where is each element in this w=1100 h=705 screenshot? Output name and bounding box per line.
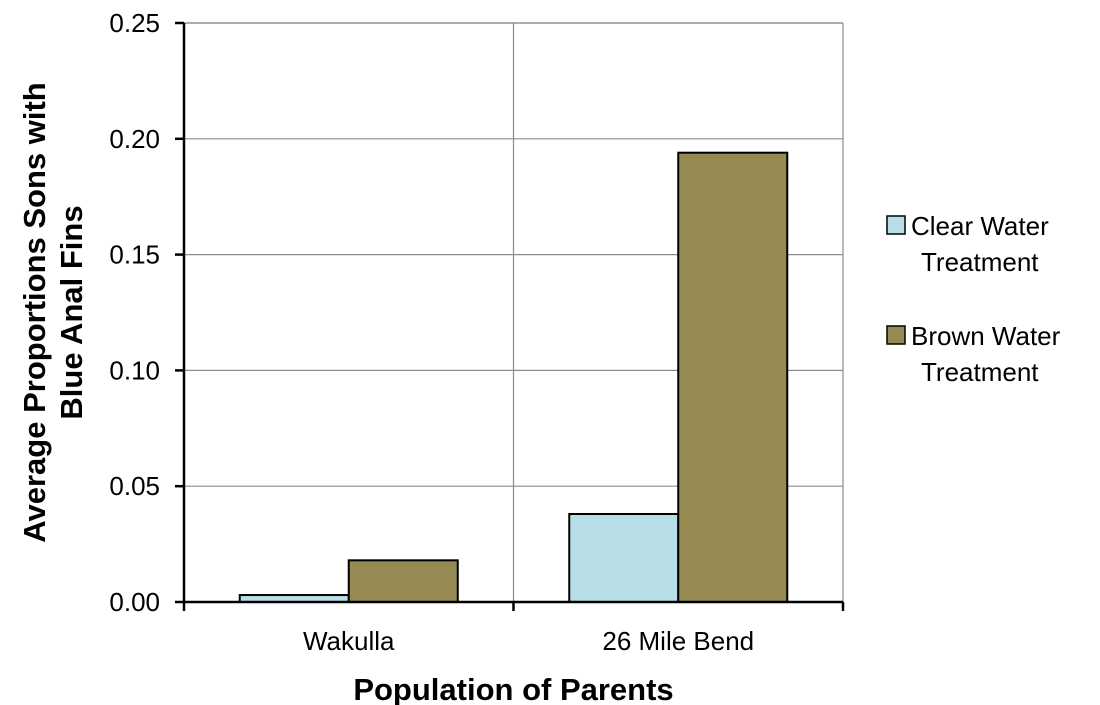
- legend-swatch: [886, 215, 906, 235]
- legend-label: Clear Water: [911, 211, 1049, 241]
- y-tick-label: 0.00: [109, 587, 160, 617]
- legend-layer: Clear Water Treatment Brown Water Treatment: [886, 211, 1061, 387]
- legend-label: Treatment: [921, 247, 1039, 277]
- x-axis-title: Population of Parents: [353, 672, 673, 705]
- bar: [347, 559, 459, 604]
- label-layer: 0.00 0.05 0.10 0.15 0.20 0.25 Wakulla 26 Mile B…: [17, 8, 754, 705]
- axis-layer: [175, 21, 845, 611]
- x-tick-label: 26 Mile Bend: [602, 626, 754, 656]
- y-tick-label: 0.20: [109, 124, 160, 154]
- legend-label: Brown Water: [911, 321, 1061, 351]
- y-tick-label: 0.25: [109, 8, 160, 38]
- y-tick-label: 0.10: [109, 355, 160, 385]
- grid-layer: [184, 22, 844, 602]
- y-tick-label: 0.15: [109, 240, 160, 270]
- legend-swatch: [886, 325, 906, 345]
- x-tick-label: Wakulla: [303, 626, 395, 656]
- y-axis-title-line: Average Proportions Sons with: [17, 82, 52, 542]
- bar: [677, 151, 789, 603]
- bar-layer: [238, 151, 789, 604]
- legend-label: Treatment: [921, 357, 1039, 387]
- y-tick-label: 0.05: [109, 471, 160, 501]
- bar: [568, 512, 680, 604]
- y-axis-title: Average Proportions Sons withBlue Anal F…: [17, 82, 89, 542]
- y-axis-title-line: Blue Anal Fins: [54, 205, 89, 419]
